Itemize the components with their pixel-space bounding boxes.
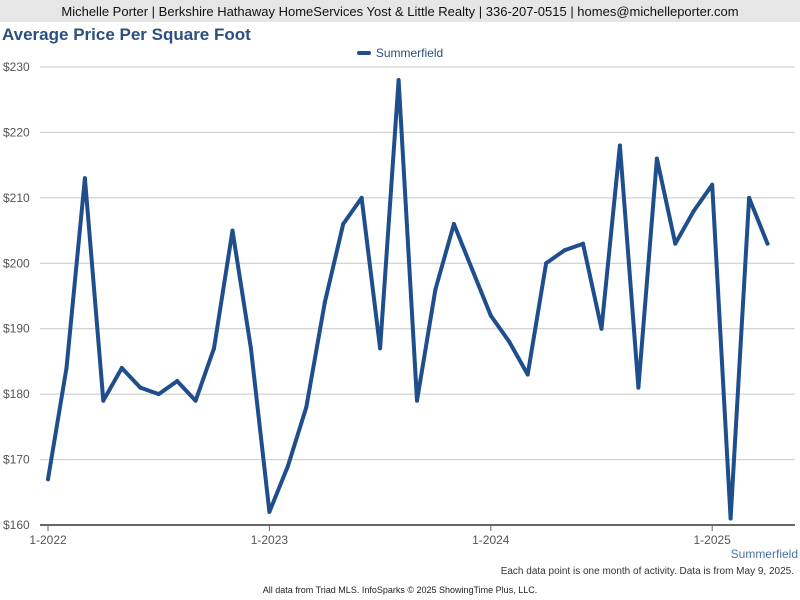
data-point xyxy=(64,365,69,370)
data-point xyxy=(175,379,180,384)
data-point xyxy=(562,248,567,253)
axes: $160 $170 $180 $190 $200 $210 $220 $230 1-2022 1-… xyxy=(3,60,795,547)
data-point xyxy=(378,346,383,351)
y-tick-label: $220 xyxy=(3,125,30,139)
data-point xyxy=(415,398,419,403)
y-tick-label: $180 xyxy=(3,387,30,401)
source-credit: All data from Triad MLS. InfoSparks © 20… xyxy=(262,585,538,595)
chart-title: Average Price Per Square Foot xyxy=(2,25,251,44)
data-point xyxy=(525,372,530,377)
data-point xyxy=(488,313,493,318)
data-point xyxy=(728,516,733,521)
agent-contact-bar: Michelle Porter | Berkshire Hathaway Hom… xyxy=(0,0,800,22)
y-tick-label: $160 xyxy=(3,518,30,532)
x-tick-label: 1-2023 xyxy=(251,533,289,547)
data-point xyxy=(267,509,272,514)
data-point xyxy=(451,222,456,227)
data-point xyxy=(248,346,253,351)
data-point xyxy=(636,385,641,390)
data-point xyxy=(396,78,401,83)
data-point xyxy=(322,300,327,305)
data-point xyxy=(101,398,106,403)
series-line-summerfield xyxy=(46,78,770,521)
data-point xyxy=(285,464,290,469)
data-point xyxy=(673,241,678,246)
data-point xyxy=(433,287,438,292)
x-tick-label: 1-2024 xyxy=(472,533,510,547)
data-point xyxy=(747,195,752,200)
y-tick-label: $210 xyxy=(3,191,30,205)
data-point xyxy=(119,365,124,370)
y-tick-label: $200 xyxy=(3,256,30,270)
data-point xyxy=(193,398,198,403)
data-point xyxy=(581,241,586,246)
data-point xyxy=(765,241,770,246)
data-point xyxy=(507,339,512,344)
agent-contact-text: Michelle Porter | Berkshire Hathaway Hom… xyxy=(61,3,739,19)
data-point xyxy=(82,176,87,181)
data-point xyxy=(654,156,659,161)
y-tick-label: $170 xyxy=(3,453,30,467)
series-layer xyxy=(46,78,770,521)
data-point xyxy=(138,385,143,390)
x-tick-label: 1-2025 xyxy=(694,533,732,547)
data-point xyxy=(230,228,235,233)
chart-legend[interactable]: Summerfield xyxy=(0,46,800,60)
data-point xyxy=(359,195,364,200)
series-tag: Summerfield xyxy=(730,547,798,561)
data-point xyxy=(470,267,475,272)
data-point xyxy=(544,261,549,266)
footnote: Each data point is one month of activity… xyxy=(500,566,794,577)
data-point xyxy=(46,477,50,482)
data-point xyxy=(710,182,715,187)
data-point xyxy=(599,326,604,331)
legend-label: Summerfield xyxy=(375,46,444,60)
y-tick-label: $230 xyxy=(3,60,30,74)
y-tick-label: $190 xyxy=(3,322,30,336)
data-point xyxy=(691,208,696,213)
data-point xyxy=(156,392,161,397)
legend-swatch xyxy=(356,51,371,55)
x-tick-label: 1-2022 xyxy=(29,533,67,547)
data-point xyxy=(304,405,309,410)
data-point xyxy=(617,143,622,148)
data-point xyxy=(341,222,346,227)
data-point xyxy=(212,346,217,351)
